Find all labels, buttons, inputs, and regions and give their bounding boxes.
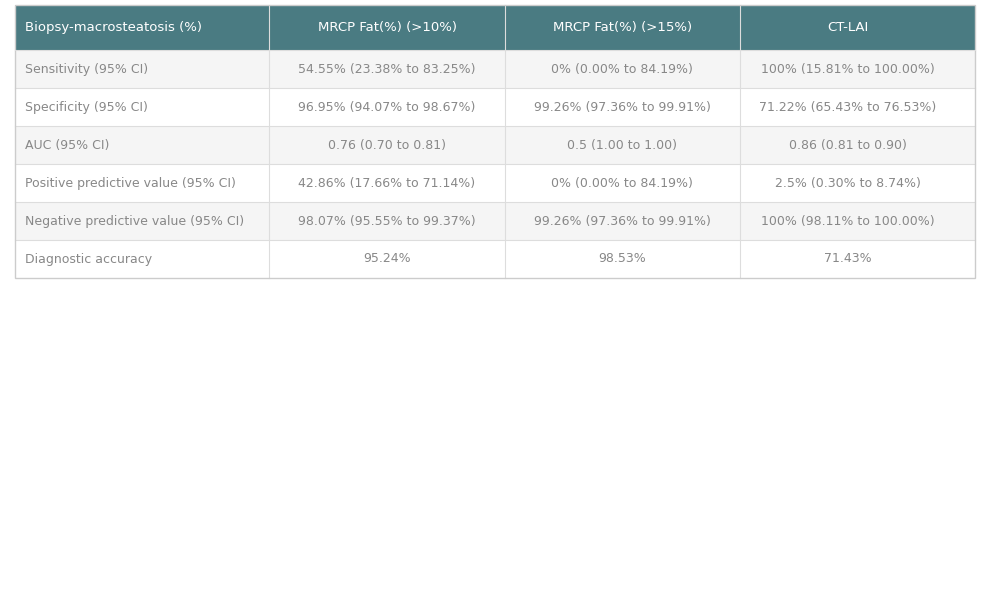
Text: MRCP Fat(%) (>15%): MRCP Fat(%) (>15%) xyxy=(553,21,692,34)
Bar xyxy=(15,50,975,88)
Text: 99.26% (97.36% to 99.91%): 99.26% (97.36% to 99.91%) xyxy=(534,214,711,227)
Text: Biopsy-macrosteatosis (%): Biopsy-macrosteatosis (%) xyxy=(25,21,202,34)
Text: Negative predictive value (95% CI): Negative predictive value (95% CI) xyxy=(25,214,244,227)
Text: Positive predictive value (95% CI): Positive predictive value (95% CI) xyxy=(25,176,236,190)
Text: 96.95% (94.07% to 98.67%): 96.95% (94.07% to 98.67%) xyxy=(298,100,476,113)
Text: AUC (95% CI): AUC (95% CI) xyxy=(25,139,109,151)
Text: 2.5% (0.30% to 8.74%): 2.5% (0.30% to 8.74%) xyxy=(775,176,921,190)
Text: 0.86 (0.81 to 0.90): 0.86 (0.81 to 0.90) xyxy=(789,139,907,151)
Text: CT-LAI: CT-LAI xyxy=(827,21,868,34)
Bar xyxy=(15,126,975,164)
Text: 0% (0.00% to 84.19%): 0% (0.00% to 84.19%) xyxy=(551,62,693,76)
Bar xyxy=(15,5,975,50)
Text: Diagnostic accuracy: Diagnostic accuracy xyxy=(25,253,152,265)
Bar xyxy=(15,5,975,278)
Bar xyxy=(15,202,975,240)
Text: 71.22% (65.43% to 76.53%): 71.22% (65.43% to 76.53%) xyxy=(759,100,936,113)
Text: 54.55% (23.38% to 83.25%): 54.55% (23.38% to 83.25%) xyxy=(298,62,476,76)
Text: 98.53%: 98.53% xyxy=(598,253,646,265)
Text: Sensitivity (95% CI): Sensitivity (95% CI) xyxy=(25,62,148,76)
Text: 95.24%: 95.24% xyxy=(363,253,411,265)
Bar xyxy=(15,164,975,202)
Bar xyxy=(15,88,975,126)
Text: 100% (98.11% to 100.00%): 100% (98.11% to 100.00%) xyxy=(761,214,935,227)
Text: Specificity (95% CI): Specificity (95% CI) xyxy=(25,100,148,113)
Bar xyxy=(15,240,975,278)
Text: 0.76 (0.70 to 0.81): 0.76 (0.70 to 0.81) xyxy=(328,139,446,151)
Text: 71.43%: 71.43% xyxy=(824,253,872,265)
Text: 42.86% (17.66% to 71.14%): 42.86% (17.66% to 71.14%) xyxy=(298,176,476,190)
Text: MRCP Fat(%) (>10%): MRCP Fat(%) (>10%) xyxy=(318,21,456,34)
Text: 99.26% (97.36% to 99.91%): 99.26% (97.36% to 99.91%) xyxy=(534,100,711,113)
Text: 98.07% (95.55% to 99.37%): 98.07% (95.55% to 99.37%) xyxy=(298,214,476,227)
Text: 0% (0.00% to 84.19%): 0% (0.00% to 84.19%) xyxy=(551,176,693,190)
Text: 100% (15.81% to 100.00%): 100% (15.81% to 100.00%) xyxy=(761,62,935,76)
Text: 0.5 (1.00 to 1.00): 0.5 (1.00 to 1.00) xyxy=(567,139,677,151)
